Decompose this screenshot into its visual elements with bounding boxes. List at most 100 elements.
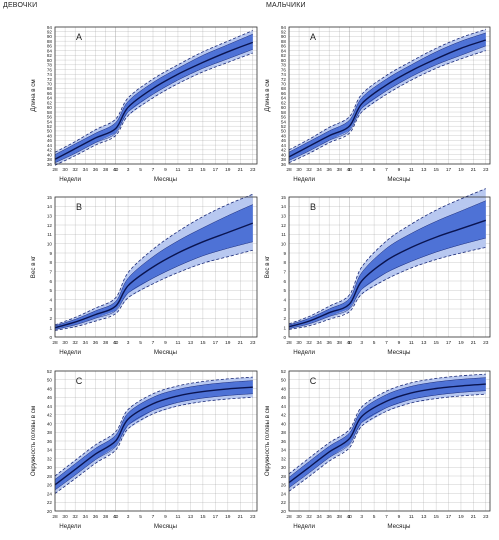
x-tick-label: 15 bbox=[433, 514, 439, 520]
series-line-upper bbox=[54, 33, 253, 155]
x-tick-label: 32 bbox=[306, 340, 312, 346]
y-tick-label: 44 bbox=[281, 143, 287, 148]
y-tick-label: 7 bbox=[283, 269, 286, 274]
y-tick-label: 52 bbox=[281, 369, 287, 374]
x-tick-label: 23 bbox=[483, 167, 489, 173]
y-tick-label: 9 bbox=[283, 251, 286, 256]
girls-column-title: ДЕВОЧКИ bbox=[3, 2, 38, 9]
y-tick-label: 5 bbox=[283, 288, 286, 293]
y-tick-label: 2 bbox=[283, 316, 286, 321]
x-tick-label: 21 bbox=[238, 340, 244, 346]
x-tick-label: 1 bbox=[348, 514, 351, 520]
x-tick-label: 34 bbox=[316, 167, 322, 173]
y-tick-label: 52 bbox=[281, 124, 287, 129]
y-tick-label: 38 bbox=[281, 430, 287, 435]
y-tick-label: 78 bbox=[281, 63, 287, 68]
x-tick-label: 15 bbox=[433, 340, 439, 346]
series-line-upper-dashed bbox=[54, 30, 253, 153]
y-tick-label: 1 bbox=[283, 325, 286, 330]
series-line-upper bbox=[54, 380, 253, 480]
x-tick-label: 13 bbox=[188, 340, 194, 346]
y-tick-label: 94 bbox=[281, 25, 287, 30]
x-tick-label: 13 bbox=[421, 340, 427, 346]
series-line-lower-dashed bbox=[54, 396, 253, 494]
y-tick-label: 44 bbox=[47, 404, 53, 409]
y-tick-label: 30 bbox=[47, 465, 53, 470]
y-tick-label: 50 bbox=[281, 378, 287, 383]
x-axis-label-months: Месяцы bbox=[154, 523, 178, 530]
series-line-upper-dashed bbox=[288, 188, 486, 325]
x-tick-label: 21 bbox=[238, 167, 244, 173]
y-tick-label: 40 bbox=[281, 421, 287, 426]
y-tick-label: 14 bbox=[281, 204, 287, 209]
y-tick-label: 2 bbox=[49, 316, 52, 321]
y-tick-label: 88 bbox=[281, 39, 287, 44]
x-tick-label: 34 bbox=[83, 167, 89, 173]
x-axis-label-months: Месяцы bbox=[387, 523, 411, 530]
x-tick-label: 32 bbox=[306, 167, 312, 173]
x-tick-label: 1 bbox=[348, 340, 351, 346]
series-line-median bbox=[54, 222, 254, 329]
x-tick-label: 28 bbox=[52, 514, 58, 520]
x-tick-label: 15 bbox=[433, 167, 439, 173]
x-tick-label: 7 bbox=[152, 514, 155, 520]
x-tick-label: 23 bbox=[250, 167, 256, 173]
x-tick-label: 7 bbox=[385, 340, 388, 346]
x-tick-label: 7 bbox=[385, 167, 388, 173]
y-tick-label: 54 bbox=[281, 119, 287, 124]
x-tick-label: 9 bbox=[398, 167, 401, 173]
x-tick-label: 40 bbox=[113, 340, 119, 346]
x-tick-label: 21 bbox=[471, 514, 477, 520]
y-tick-label: 20 bbox=[281, 509, 287, 514]
y-tick-label: 4 bbox=[49, 297, 52, 302]
y-tick-label: 6 bbox=[49, 279, 52, 284]
y-tick-label: 86 bbox=[281, 44, 287, 49]
x-tick-label: 28 bbox=[286, 167, 292, 173]
x-tick-label: 32 bbox=[73, 167, 79, 173]
y-tick-label: 78 bbox=[47, 63, 53, 68]
x-tick-label: 38 bbox=[103, 340, 109, 346]
y-tick-label: 84 bbox=[47, 48, 53, 53]
series-line-upper bbox=[288, 200, 486, 326]
x-tick-label: 3 bbox=[127, 167, 130, 173]
x-tick-label: 9 bbox=[398, 514, 401, 520]
y-tick-label: 88 bbox=[47, 39, 53, 44]
y-tick-label: 38 bbox=[281, 157, 287, 162]
y-tick-label: 46 bbox=[47, 138, 53, 143]
y-tick-label: 15 bbox=[47, 195, 53, 200]
series-line-upper bbox=[288, 377, 486, 478]
x-tick-label: 38 bbox=[337, 514, 343, 520]
y-tick-label: 42 bbox=[47, 148, 53, 153]
y-tick-label: 28 bbox=[281, 474, 287, 479]
x-tick-label: 40 bbox=[347, 340, 353, 346]
y-tick-label: 74 bbox=[281, 72, 287, 77]
x-tick-label: 28 bbox=[286, 340, 292, 346]
x-tick-label: 38 bbox=[103, 167, 109, 173]
x-tick-label: 3 bbox=[127, 340, 130, 346]
y-tick-label: 94 bbox=[47, 25, 53, 30]
x-tick-label: 40 bbox=[113, 514, 119, 520]
inner-band bbox=[55, 380, 253, 490]
inner-band bbox=[289, 200, 486, 329]
panel-letter: B bbox=[310, 202, 316, 212]
y-tick-label: 74 bbox=[47, 72, 53, 77]
x-tick-label: 23 bbox=[250, 340, 256, 346]
x-tick-label: 13 bbox=[188, 167, 194, 173]
y-tick-label: 44 bbox=[281, 404, 287, 409]
y-tick-label: 3 bbox=[283, 307, 286, 312]
x-tick-label: 36 bbox=[93, 514, 99, 520]
x-tick-label: 34 bbox=[83, 514, 89, 520]
y-tick-label: 40 bbox=[281, 152, 287, 157]
panel-letter: A bbox=[310, 32, 316, 42]
series-line-upper bbox=[54, 204, 253, 327]
x-tick-label: 30 bbox=[296, 340, 302, 346]
y-tick-label: 54 bbox=[47, 119, 53, 124]
x-tick-label: 1 bbox=[114, 340, 117, 346]
plot-frame bbox=[54, 370, 258, 512]
y-tick-label: 32 bbox=[281, 456, 287, 461]
x-tick-label: 30 bbox=[296, 167, 302, 173]
x-tick-label: 17 bbox=[446, 514, 452, 520]
y-tick-label: 82 bbox=[47, 53, 53, 58]
y-tick-label: 72 bbox=[281, 77, 287, 82]
series-line-upper-dashed bbox=[288, 29, 486, 151]
